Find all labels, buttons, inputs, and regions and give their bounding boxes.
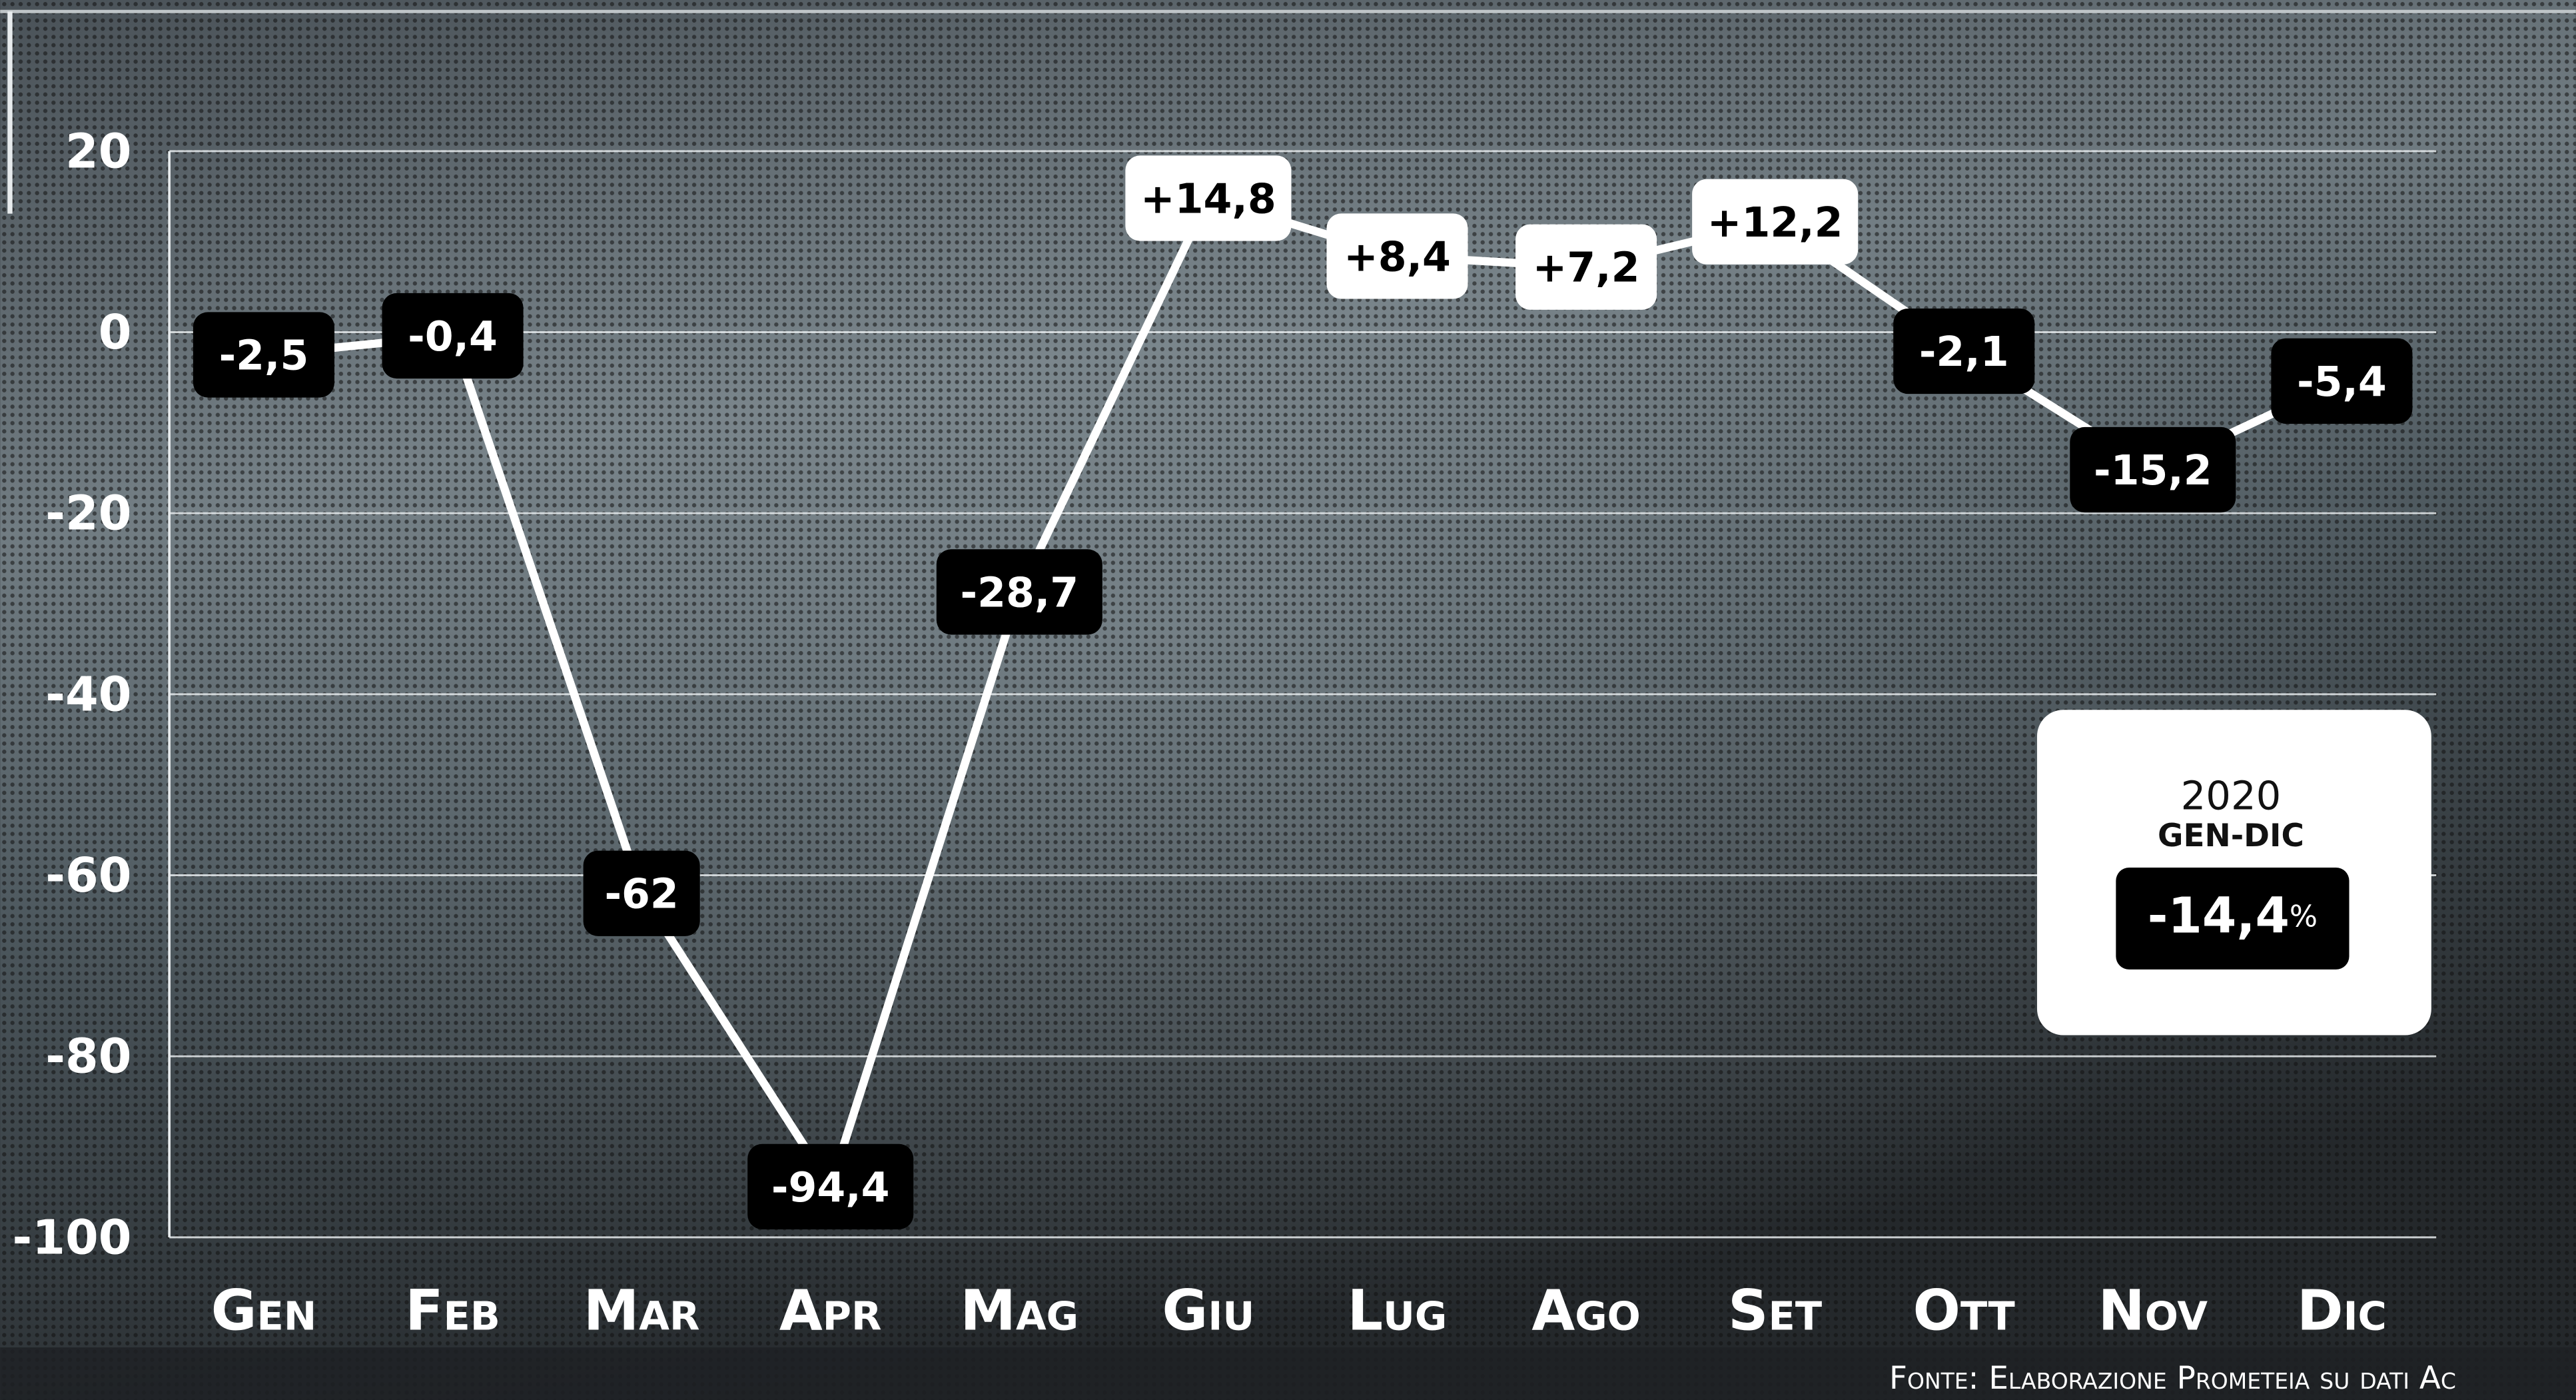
data-label-box (2070, 426, 2236, 513)
data-label-box (1893, 308, 2035, 394)
x-tick-label: Giu (1162, 1278, 1255, 1343)
data-label: +14,8 (1140, 175, 1276, 223)
y-tick-label: -80 (45, 1029, 131, 1084)
y-tick-label: -40 (45, 666, 131, 722)
x-tick-label: Mar (584, 1278, 700, 1343)
data-label: -28,7 (961, 568, 1079, 616)
data-label-box (583, 850, 700, 936)
data-label: -15,2 (2094, 446, 2212, 494)
summary-year: 2020 (2181, 773, 2282, 819)
y-tick-label: -20 (45, 486, 131, 541)
x-tick-label: Mag (961, 1278, 1079, 1343)
summary-period: GEN-DIC (2158, 818, 2304, 854)
x-tick-label: Dic (2297, 1278, 2387, 1343)
data-label-box (936, 549, 1102, 635)
data-label-box (1125, 155, 1292, 241)
source: Fonte: Elaborazione Prometeia su dati Ac (1889, 1361, 2456, 1397)
x-tick-label: Gen (211, 1278, 317, 1343)
summary-value: -14,4% (2148, 887, 2318, 944)
data-label-box (1515, 224, 1657, 310)
data-label: +12,2 (1707, 199, 1843, 247)
data-label: -2,1 (1919, 328, 2009, 376)
data-label: +7,2 (1533, 244, 1640, 292)
plot: Gen Feb Mar Apr Mag Giu Lug Ago Set Ott Nov Dic -2,5… (193, 155, 2413, 1343)
summary-value-label: -14,4 (2148, 887, 2290, 944)
data-label-box (747, 1143, 914, 1229)
data-label-box (1326, 213, 1468, 299)
data-label: -5,4 (2297, 358, 2387, 406)
x-tick-label: Apr (779, 1278, 882, 1343)
data-label-box (2271, 338, 2413, 424)
y-tick-label: 0 (99, 305, 132, 360)
x-tick-label: Set (1728, 1278, 1822, 1343)
y-tick-label: -60 (45, 848, 131, 903)
data-label: -2,5 (219, 332, 309, 380)
data-label: -94,4 (771, 1163, 890, 1211)
data-label: +8,4 (1344, 233, 1451, 281)
footer-strip (0, 1347, 2576, 1400)
data-label: -62 (604, 870, 678, 918)
summary-box: 2020 GEN-DIC -14,4% (2036, 710, 2431, 1036)
y-tick-label: -100 (13, 1209, 132, 1265)
y-tick-label: 20 (65, 123, 132, 179)
x-tick-label: Feb (405, 1278, 500, 1343)
grid: 20 0 -20 -40 -60 -80 -100 (13, 123, 2437, 1265)
data-label-box (193, 312, 335, 398)
data-label: -0,4 (408, 313, 498, 360)
data-label-box (382, 293, 524, 379)
data-label-box (1692, 179, 1859, 265)
x-tick-label: Nov (2098, 1278, 2208, 1343)
summary-unit: % (2290, 900, 2318, 934)
summary-value-box (2116, 868, 2350, 970)
x-tick-label: Ott (1913, 1278, 2015, 1343)
x-tick-label: Lug (1348, 1278, 1448, 1343)
x-tick-label: Ago (1531, 1278, 1640, 1343)
